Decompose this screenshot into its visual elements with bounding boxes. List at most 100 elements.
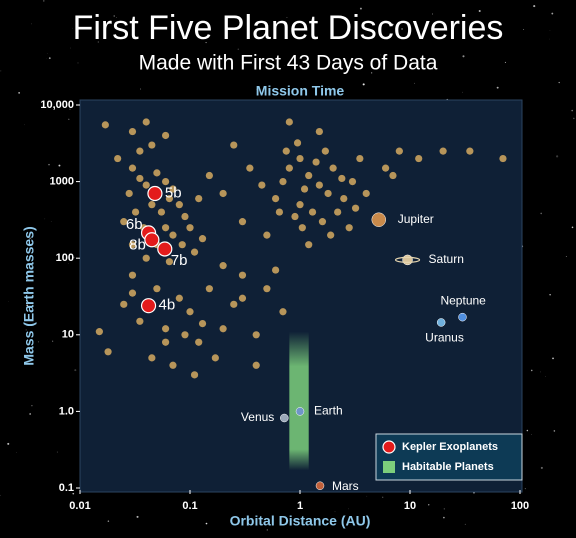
exoplanet-point (415, 154, 423, 163)
star (540, 371, 541, 373)
solar-planet (280, 413, 289, 423)
solar-planet (371, 212, 387, 227)
star (284, 65, 286, 66)
star (43, 0, 45, 2)
star (58, 164, 61, 167)
exoplanet-point (169, 185, 177, 193)
exoplanet-point (181, 331, 189, 339)
star (571, 226, 574, 229)
x-tick-label: 0.1 (182, 500, 197, 512)
kepler-planet (147, 185, 163, 202)
star (69, 108, 71, 110)
exoplanet-point (120, 218, 128, 226)
star (552, 357, 554, 360)
exoplanet-point (308, 208, 317, 216)
exoplanet-point (161, 325, 170, 333)
exoplanet-point (321, 147, 329, 155)
star (496, 86, 499, 89)
star (37, 341, 40, 343)
legend-box (375, 433, 523, 481)
star (56, 451, 58, 453)
star (462, 91, 463, 93)
star (24, 124, 25, 126)
exoplanet-point (219, 325, 227, 333)
solar-planet (295, 407, 305, 416)
star (549, 294, 551, 296)
exoplanet-point (142, 118, 150, 126)
y-tick-label: 1000 (50, 176, 74, 188)
exoplanet-point (195, 338, 203, 346)
star (88, 27, 90, 30)
planet-label: Venus (241, 410, 274, 424)
star (428, 504, 430, 506)
exoplanet-point (114, 154, 122, 163)
y-tick-label: 100 (56, 252, 74, 264)
star (348, 508, 349, 510)
star (556, 155, 559, 158)
star (334, 511, 336, 513)
kepler-label: 6b (126, 216, 143, 233)
star (571, 109, 573, 112)
star (558, 81, 560, 84)
star (48, 57, 51, 59)
x-tick-label: 0.01 (69, 500, 90, 512)
solar-planet (458, 312, 467, 322)
x-tick-label: 1 (297, 500, 303, 512)
exoplanet-point (340, 194, 348, 203)
exoplanet-point (439, 147, 447, 155)
star (44, 218, 46, 220)
star (50, 221, 52, 222)
exoplanet-point (238, 218, 247, 226)
kepler-planet (140, 298, 157, 314)
exoplanet-point (165, 194, 174, 203)
exoplanet-point (148, 141, 156, 149)
star (401, 28, 403, 30)
exoplanet-point (157, 208, 166, 216)
x-tick-label: 100 (511, 500, 529, 512)
exoplanet-point (279, 308, 287, 316)
exoplanet-point (195, 194, 203, 203)
exoplanet-point (238, 271, 247, 279)
star (286, 17, 288, 18)
exoplanet-point (128, 289, 137, 297)
planet-label: Earth (314, 404, 343, 418)
exoplanet-point (153, 285, 161, 293)
exoplanet-point (296, 201, 304, 209)
star (540, 212, 543, 215)
exoplanet-point (381, 164, 390, 172)
exoplanet-point (351, 204, 360, 212)
exoplanet-point (296, 154, 304, 163)
kepler-planet (144, 232, 160, 248)
saturn-ring (394, 256, 421, 264)
star (256, 88, 259, 91)
exoplanet-point (136, 174, 144, 183)
exoplanet-point (148, 354, 156, 362)
exoplanet-point (104, 348, 112, 356)
exoplanet-point (230, 141, 238, 149)
legend-label: Habitable Planets (402, 461, 494, 473)
star (370, 72, 373, 74)
exoplanet-point (219, 189, 227, 198)
y-tick-label: 10 (62, 329, 74, 341)
exoplanet-point (275, 208, 284, 216)
exoplanet-point (178, 241, 186, 249)
star (292, 65, 294, 67)
exoplanet-point (305, 171, 313, 180)
exoplanet-point (362, 189, 370, 198)
kepler-label: 4b (159, 297, 176, 314)
exoplanet-point (291, 212, 299, 221)
star (68, 118, 70, 120)
star (524, 488, 526, 490)
exoplanet-point (128, 241, 137, 249)
star (478, 10, 481, 13)
exoplanet-point (142, 181, 150, 189)
star (540, 466, 543, 469)
solar-planet (436, 318, 446, 327)
star (551, 12, 554, 15)
exoplanet-point (279, 178, 287, 186)
planet-label: Neptune (440, 293, 486, 307)
exoplanet-point (142, 254, 150, 262)
exoplanet-point (161, 178, 170, 186)
star (443, 516, 445, 519)
planet-label: Mars (332, 479, 359, 493)
